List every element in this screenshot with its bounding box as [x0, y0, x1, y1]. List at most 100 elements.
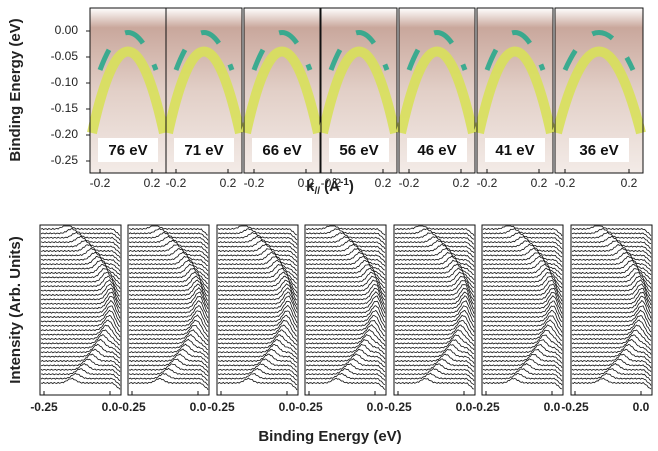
- x-tick-label: -0.25: [295, 400, 323, 414]
- band-inner: [97, 30, 159, 71]
- edc-curve: [305, 324, 386, 342]
- k-sub: //: [314, 186, 320, 197]
- x-tick-label: 0.2: [453, 176, 470, 190]
- edc-curve: [40, 363, 121, 376]
- edc-curve: [482, 358, 563, 372]
- edc-curve: [394, 358, 474, 372]
- x-tick-label: 0.0: [544, 400, 561, 414]
- edc-curve: [40, 329, 121, 346]
- edc-curve: [305, 260, 386, 276]
- edc-curve: [40, 358, 121, 373]
- panel-frame: [304, 224, 387, 396]
- edc-curve: [571, 324, 652, 341]
- edc-curve: [394, 239, 475, 254]
- panel-label: 56 eV: [339, 142, 378, 159]
- edc-curve: [571, 315, 652, 333]
- x-tick-label: 0.2: [298, 176, 315, 190]
- edc-curve: [128, 232, 209, 245]
- label-box: [485, 138, 545, 162]
- edc-curve: [40, 255, 121, 272]
- edc-curve: [40, 295, 121, 314]
- edc-curve: [40, 343, 121, 359]
- edc-curve: [217, 319, 298, 337]
- edc-curve: [571, 295, 652, 314]
- unit-sup: -1: [340, 177, 349, 188]
- edc-curve: [40, 251, 121, 267]
- band-outer: [396, 46, 478, 135]
- x-tick-label: -0.2: [555, 176, 576, 190]
- edc-curve: [40, 271, 121, 289]
- edc-curve: [482, 252, 563, 267]
- edc-curve: [40, 377, 121, 390]
- edc-curve: [40, 260, 121, 276]
- edc-curve: [482, 243, 563, 258]
- top-y-label: Binding Energy (eV): [7, 18, 24, 161]
- edc-curve: [482, 344, 563, 359]
- edc-curve: [128, 251, 209, 266]
- x-tick-label: -0.2: [399, 176, 420, 190]
- edc-curve: [128, 343, 209, 359]
- edc-curve: [217, 339, 298, 355]
- x-tick-label: 0.0: [190, 400, 207, 414]
- edc-curve: [40, 283, 121, 302]
- edc-curve: [305, 240, 386, 253]
- edc-curve: [305, 309, 386, 328]
- label-box: [329, 138, 389, 162]
- y-tick-label: -0.05: [51, 49, 79, 63]
- edc-curve: [217, 300, 298, 318]
- edc-curve: [571, 260, 652, 276]
- edc-curve: [394, 363, 475, 377]
- edc-curve: [305, 235, 386, 250]
- edc-curve: [40, 240, 121, 254]
- edc-curve: [217, 248, 298, 263]
- panel-frame: [393, 224, 476, 396]
- edc-curve: [394, 247, 475, 263]
- edc-curve: [482, 377, 563, 390]
- edc-curve: [128, 255, 209, 272]
- edc-curve: [571, 240, 652, 254]
- edc-curve: [40, 368, 121, 381]
- edc-curve: [571, 319, 652, 338]
- edc-curve: [482, 348, 563, 364]
- edc-curve: [571, 252, 652, 267]
- edc-curve: [571, 268, 652, 285]
- edc-curve: [571, 334, 652, 351]
- edc-curve: [482, 292, 563, 309]
- edc-curve: [217, 348, 298, 364]
- y-tick-label: -0.10: [51, 75, 79, 89]
- edc-curve: [571, 231, 652, 245]
- edc-curve: [571, 329, 652, 346]
- edc-curve: [217, 367, 298, 381]
- edc-curve: [128, 291, 209, 310]
- edc-curve: [40, 353, 121, 369]
- edc-curve: [305, 271, 386, 288]
- x-tick-label: -0.2: [321, 176, 342, 190]
- edc-curve: [40, 247, 121, 262]
- edc-curve: [482, 319, 563, 337]
- edc-curve: [394, 324, 475, 342]
- edc-curve: [217, 344, 298, 360]
- edc-curve: [128, 295, 209, 313]
- band-inner: [173, 30, 235, 71]
- edc-curve: [128, 319, 209, 338]
- edc-curve: [394, 263, 475, 281]
- edc-curve: [305, 228, 386, 240]
- edc-curve: [571, 348, 652, 364]
- edc-curve: [40, 291, 121, 309]
- edc-curve: [482, 300, 563, 319]
- edc-curve: [394, 348, 475, 364]
- panel-frame: [476, 7, 554, 174]
- edc-curve: [217, 334, 298, 350]
- edc-curve: [40, 314, 121, 333]
- edc-curve: [217, 243, 298, 258]
- panel-label: 71 eV: [184, 142, 223, 159]
- edc-curve: [128, 248, 209, 262]
- edc-curve: [394, 377, 475, 390]
- panel-label: 66 eV: [262, 142, 301, 159]
- edc-curve: [482, 305, 563, 323]
- edc-curve: [128, 239, 209, 254]
- label-box: [174, 138, 234, 162]
- x-tick-label: 0.2: [144, 176, 161, 190]
- edc-curve: [482, 279, 563, 298]
- edc-curve: [305, 291, 386, 310]
